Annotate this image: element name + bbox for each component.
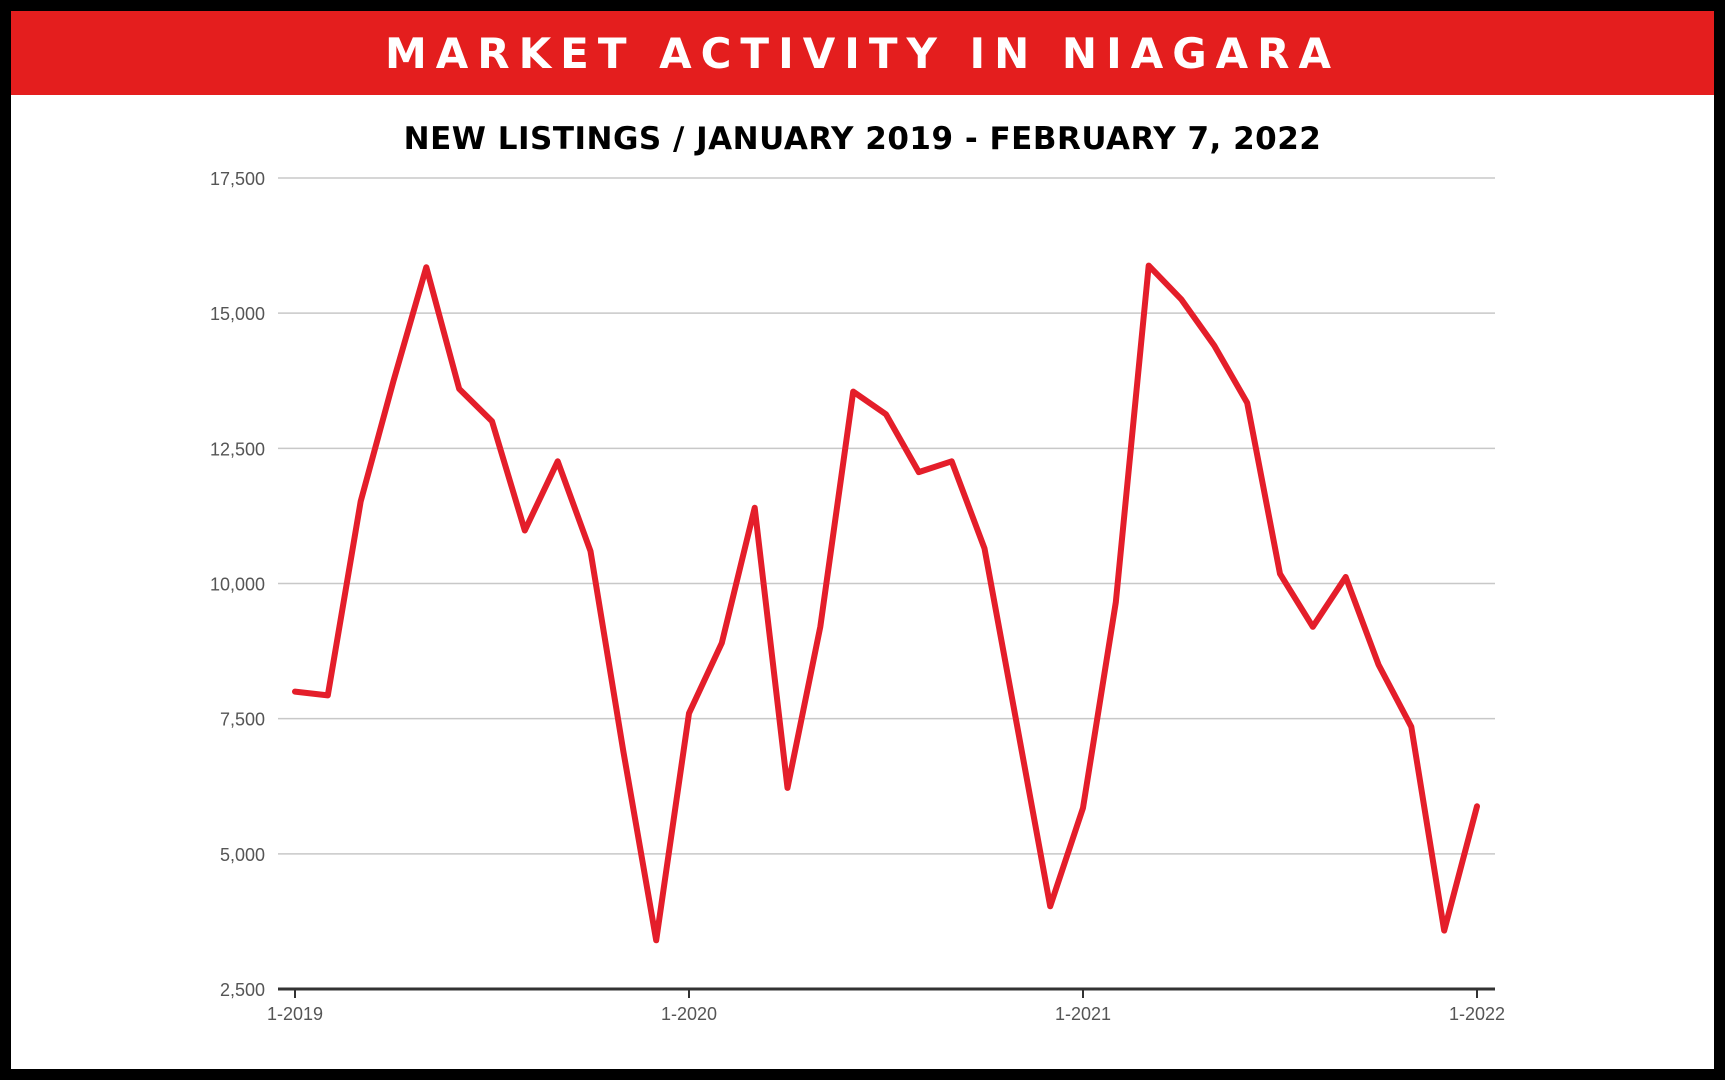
- chart-subtitle: NEW LISTINGS / JANUARY 2019 - FEBRUARY 7…: [403, 121, 1322, 157]
- x-tick-label: 1-2020: [661, 1004, 717, 1024]
- y-tick-label: 7,500: [220, 710, 265, 730]
- chart-frame: MARKET ACTIVITY IN NIAGARA NEW LISTINGS …: [11, 11, 1714, 1069]
- banner-title: MARKET ACTIVITY IN NIAGARA: [384, 28, 1341, 78]
- y-tick-label: 2,500: [220, 980, 265, 1000]
- title-banner: MARKET ACTIVITY IN NIAGARA: [11, 11, 1714, 95]
- y-tick-label: 10,000: [210, 575, 265, 595]
- x-tick-label: 1-2019: [267, 1004, 323, 1024]
- y-tick-label: 5,000: [220, 845, 265, 865]
- y-tick-label: 12,500: [210, 439, 265, 459]
- x-tick-label: 1-2022: [1449, 1004, 1505, 1024]
- x-tick-label: 1-2021: [1055, 1004, 1111, 1024]
- new-listings-series-line: [292, 262, 1480, 944]
- y-tick-label: 17,500: [210, 169, 265, 189]
- y-tick-label: 15,000: [210, 304, 265, 324]
